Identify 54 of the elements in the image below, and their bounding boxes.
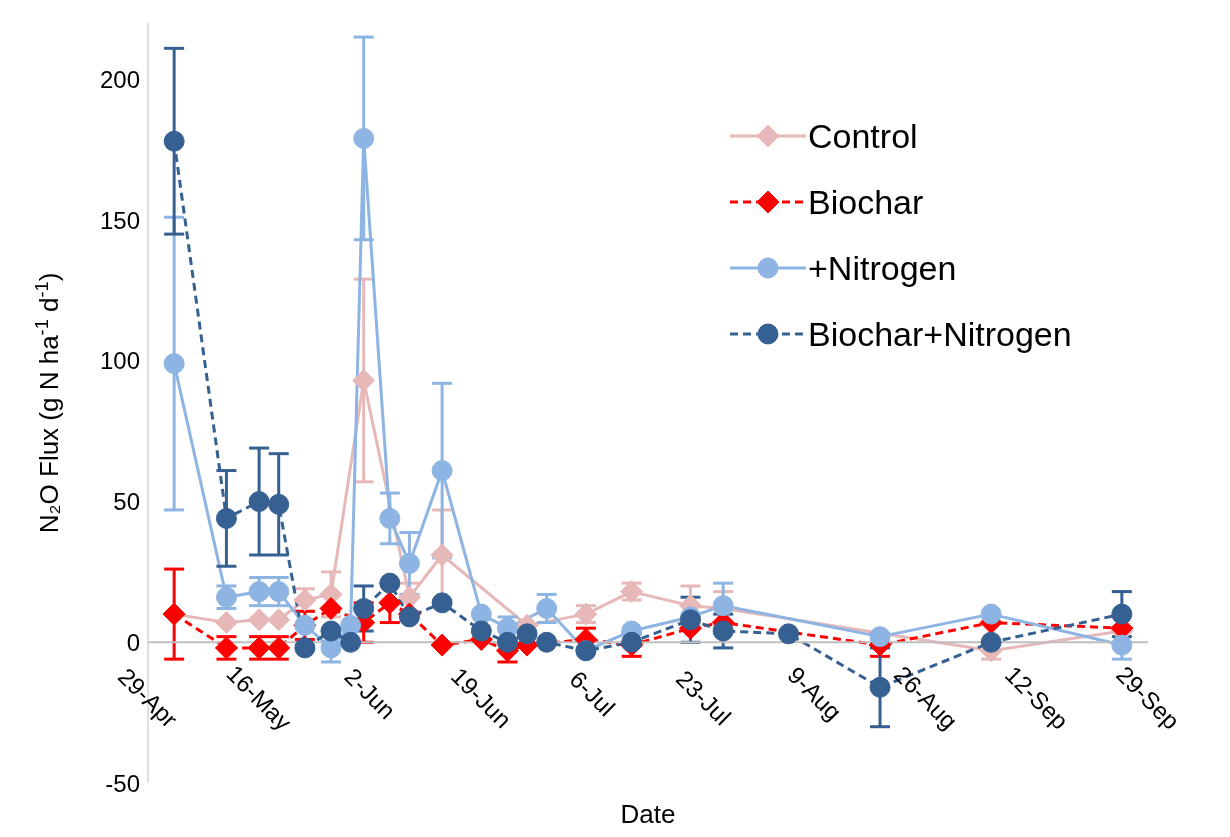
- point: [267, 608, 291, 632]
- point: [398, 606, 420, 628]
- y-tick-label: 0: [126, 628, 140, 656]
- legend-label: Control: [808, 116, 918, 156]
- point: [536, 631, 558, 653]
- point: [1111, 634, 1133, 656]
- point: [398, 552, 420, 574]
- point: [778, 623, 800, 645]
- point: [247, 608, 271, 632]
- point: [379, 572, 401, 594]
- y-tick-label: 150: [99, 206, 140, 234]
- point: [352, 368, 376, 392]
- y-tick-label: 50: [113, 488, 140, 516]
- legend-label: +Nitrogen: [808, 248, 957, 288]
- point: [319, 596, 343, 620]
- point: [353, 597, 375, 619]
- point: [980, 631, 1002, 653]
- y-tick-label: 100: [99, 347, 140, 375]
- point: [431, 592, 453, 614]
- legend-label: Biochar+Nitrogen: [808, 314, 1072, 354]
- point: [340, 614, 362, 636]
- point: [470, 620, 492, 642]
- point: [712, 620, 734, 642]
- point: [248, 491, 270, 513]
- legend-label: Biochar: [808, 182, 924, 222]
- point: [320, 637, 342, 659]
- point: [470, 603, 492, 625]
- point: [430, 543, 454, 567]
- point: [869, 626, 891, 648]
- point: [496, 631, 518, 653]
- point: [215, 507, 237, 529]
- point: [320, 620, 342, 642]
- point: [353, 127, 375, 149]
- point: [516, 623, 538, 645]
- point: [214, 611, 238, 635]
- point: [1111, 603, 1133, 625]
- point: [268, 581, 290, 603]
- point: [621, 631, 643, 653]
- point: [163, 353, 185, 375]
- point: [248, 581, 270, 603]
- point: [869, 676, 891, 698]
- point: [536, 597, 558, 619]
- point: [294, 637, 316, 659]
- point: [431, 460, 453, 482]
- point: [268, 493, 290, 515]
- point: [980, 603, 1002, 625]
- x-axis-title: Date: [620, 799, 676, 829]
- point: [340, 631, 362, 653]
- point: [430, 633, 454, 657]
- point: [379, 507, 401, 529]
- y-tick-label: -50: [105, 769, 140, 797]
- y-tick-label: 200: [99, 65, 140, 93]
- point: [163, 130, 185, 152]
- point: [378, 591, 402, 615]
